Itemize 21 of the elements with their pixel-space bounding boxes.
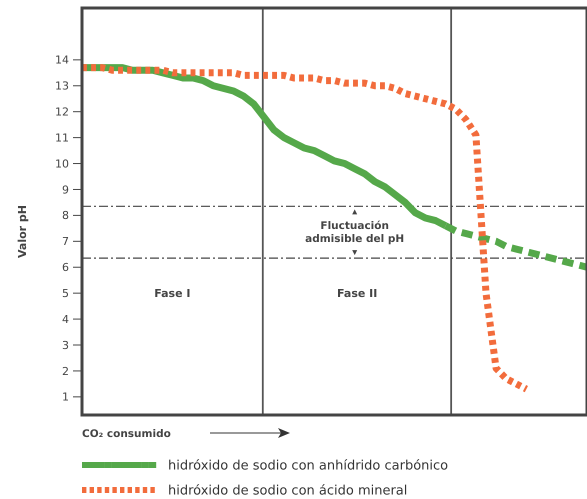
y-tick-label: 12 (55, 106, 69, 119)
annotation: Fluctuación admisible del pH (305, 220, 404, 246)
legend-label: hidróxido de sodio con ácido mineral (168, 484, 408, 499)
y-tick-label: 6 (62, 261, 69, 274)
y-tick-label: 13 (55, 80, 69, 93)
y-tick-label: 14 (55, 54, 69, 67)
y-tick-label: 9 (62, 183, 69, 196)
annotation: Fase I (154, 287, 191, 300)
y-tick-label: 2 (62, 364, 69, 378)
legend-label: hidróxido de sodio con anhídrido carbónico (168, 458, 448, 474)
y-axis-title: Valor pH (16, 205, 29, 258)
y-tick-label: 5 (62, 287, 69, 300)
y-tick-label: 7 (62, 235, 69, 248)
annotation: Fase II (337, 287, 378, 300)
y-tick-label: 11 (55, 131, 69, 144)
y-tick-label: 10 (55, 157, 69, 170)
y-tick-label: 8 (62, 209, 69, 222)
y-tick-label: 4 (62, 312, 69, 326)
y-tick-label: 3 (62, 338, 69, 352)
x-axis-title: CO₂ consumido (82, 428, 171, 440)
y-tick-label: 1 (62, 390, 69, 404)
